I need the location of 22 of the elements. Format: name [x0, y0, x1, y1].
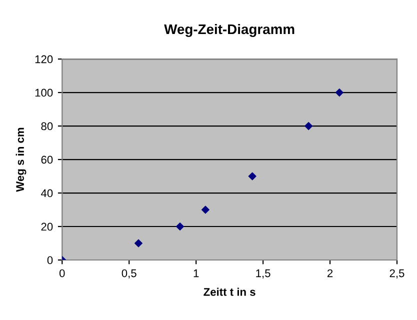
- x-tick-label: 0: [59, 269, 65, 278]
- y-axis-title: Weg s in cm: [16, 128, 26, 192]
- y-tick-label: 120: [35, 55, 53, 64]
- point: [304, 122, 313, 130]
- y-tick-label: 60: [41, 156, 53, 164]
- x-tick-label: 1: [194, 269, 199, 278]
- x-tick-label: 2: [327, 269, 333, 278]
- point: [335, 88, 344, 97]
- x-tick-label: 0,5: [122, 269, 136, 278]
- y-tick-label: 0: [47, 256, 53, 264]
- point: [201, 206, 210, 214]
- y-tick-label: 80: [41, 122, 53, 130]
- x-tick-label: 1,5: [256, 269, 270, 278]
- x-axis-title: Zeitt t in s: [204, 288, 256, 296]
- chart-title: Weg-Zeit-Diagramm: [164, 24, 294, 37]
- y-tick-label: 20: [41, 222, 53, 231]
- point: [176, 222, 184, 231]
- x-tick-label: 2,5: [390, 269, 404, 278]
- y-tick-label: 100: [35, 88, 53, 97]
- y-tick-label: 40: [41, 189, 53, 198]
- point: [248, 172, 256, 180]
- point: [134, 239, 143, 248]
